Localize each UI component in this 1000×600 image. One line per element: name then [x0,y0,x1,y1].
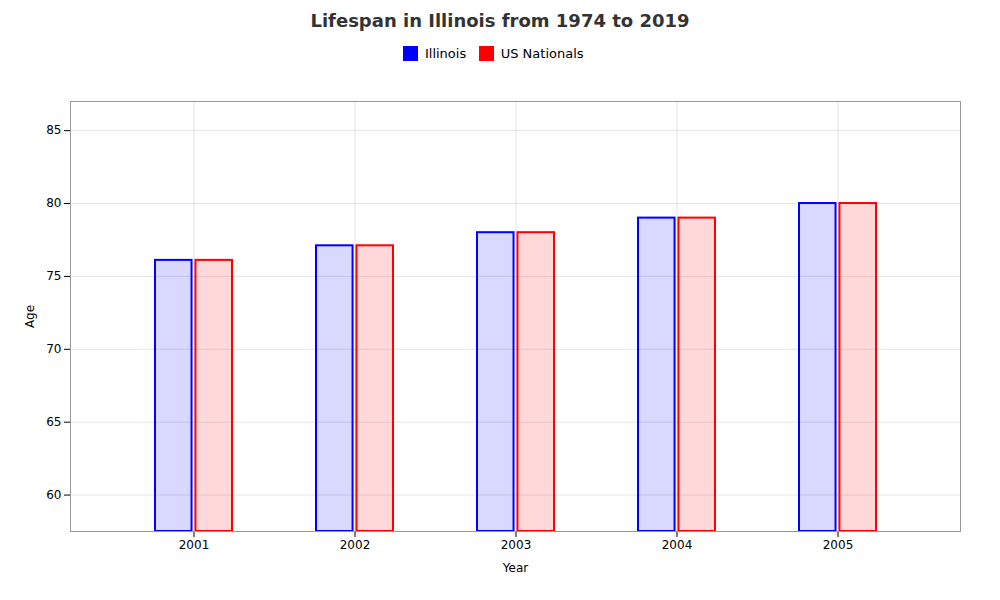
html-text:Lifespan in Illinois from 1974: Lifespan in Illinois from 1974 to 2019 [310,10,690,31]
svg-text:70: 70 [46,342,61,356]
svg-text:Year: Year [502,560,528,574]
svg-text:Age: Age [23,304,37,327]
html-text:Illinois: Illinois [425,46,467,61]
svg-text:85: 85 [46,123,61,137]
svg-text:2001: 2001 [179,538,210,552]
svg-text:2002: 2002 [340,538,371,552]
svg-text:75: 75 [46,269,61,283]
svg-text:65: 65 [46,415,61,429]
svg-text:2004: 2004 [662,538,693,552]
svg-text:2005: 2005 [823,538,854,552]
svg-text:80: 80 [46,196,61,210]
svg-text:60: 60 [46,487,61,501]
svg-text:2003: 2003 [501,538,532,552]
html-text:US Nationals: US Nationals [500,46,584,61]
